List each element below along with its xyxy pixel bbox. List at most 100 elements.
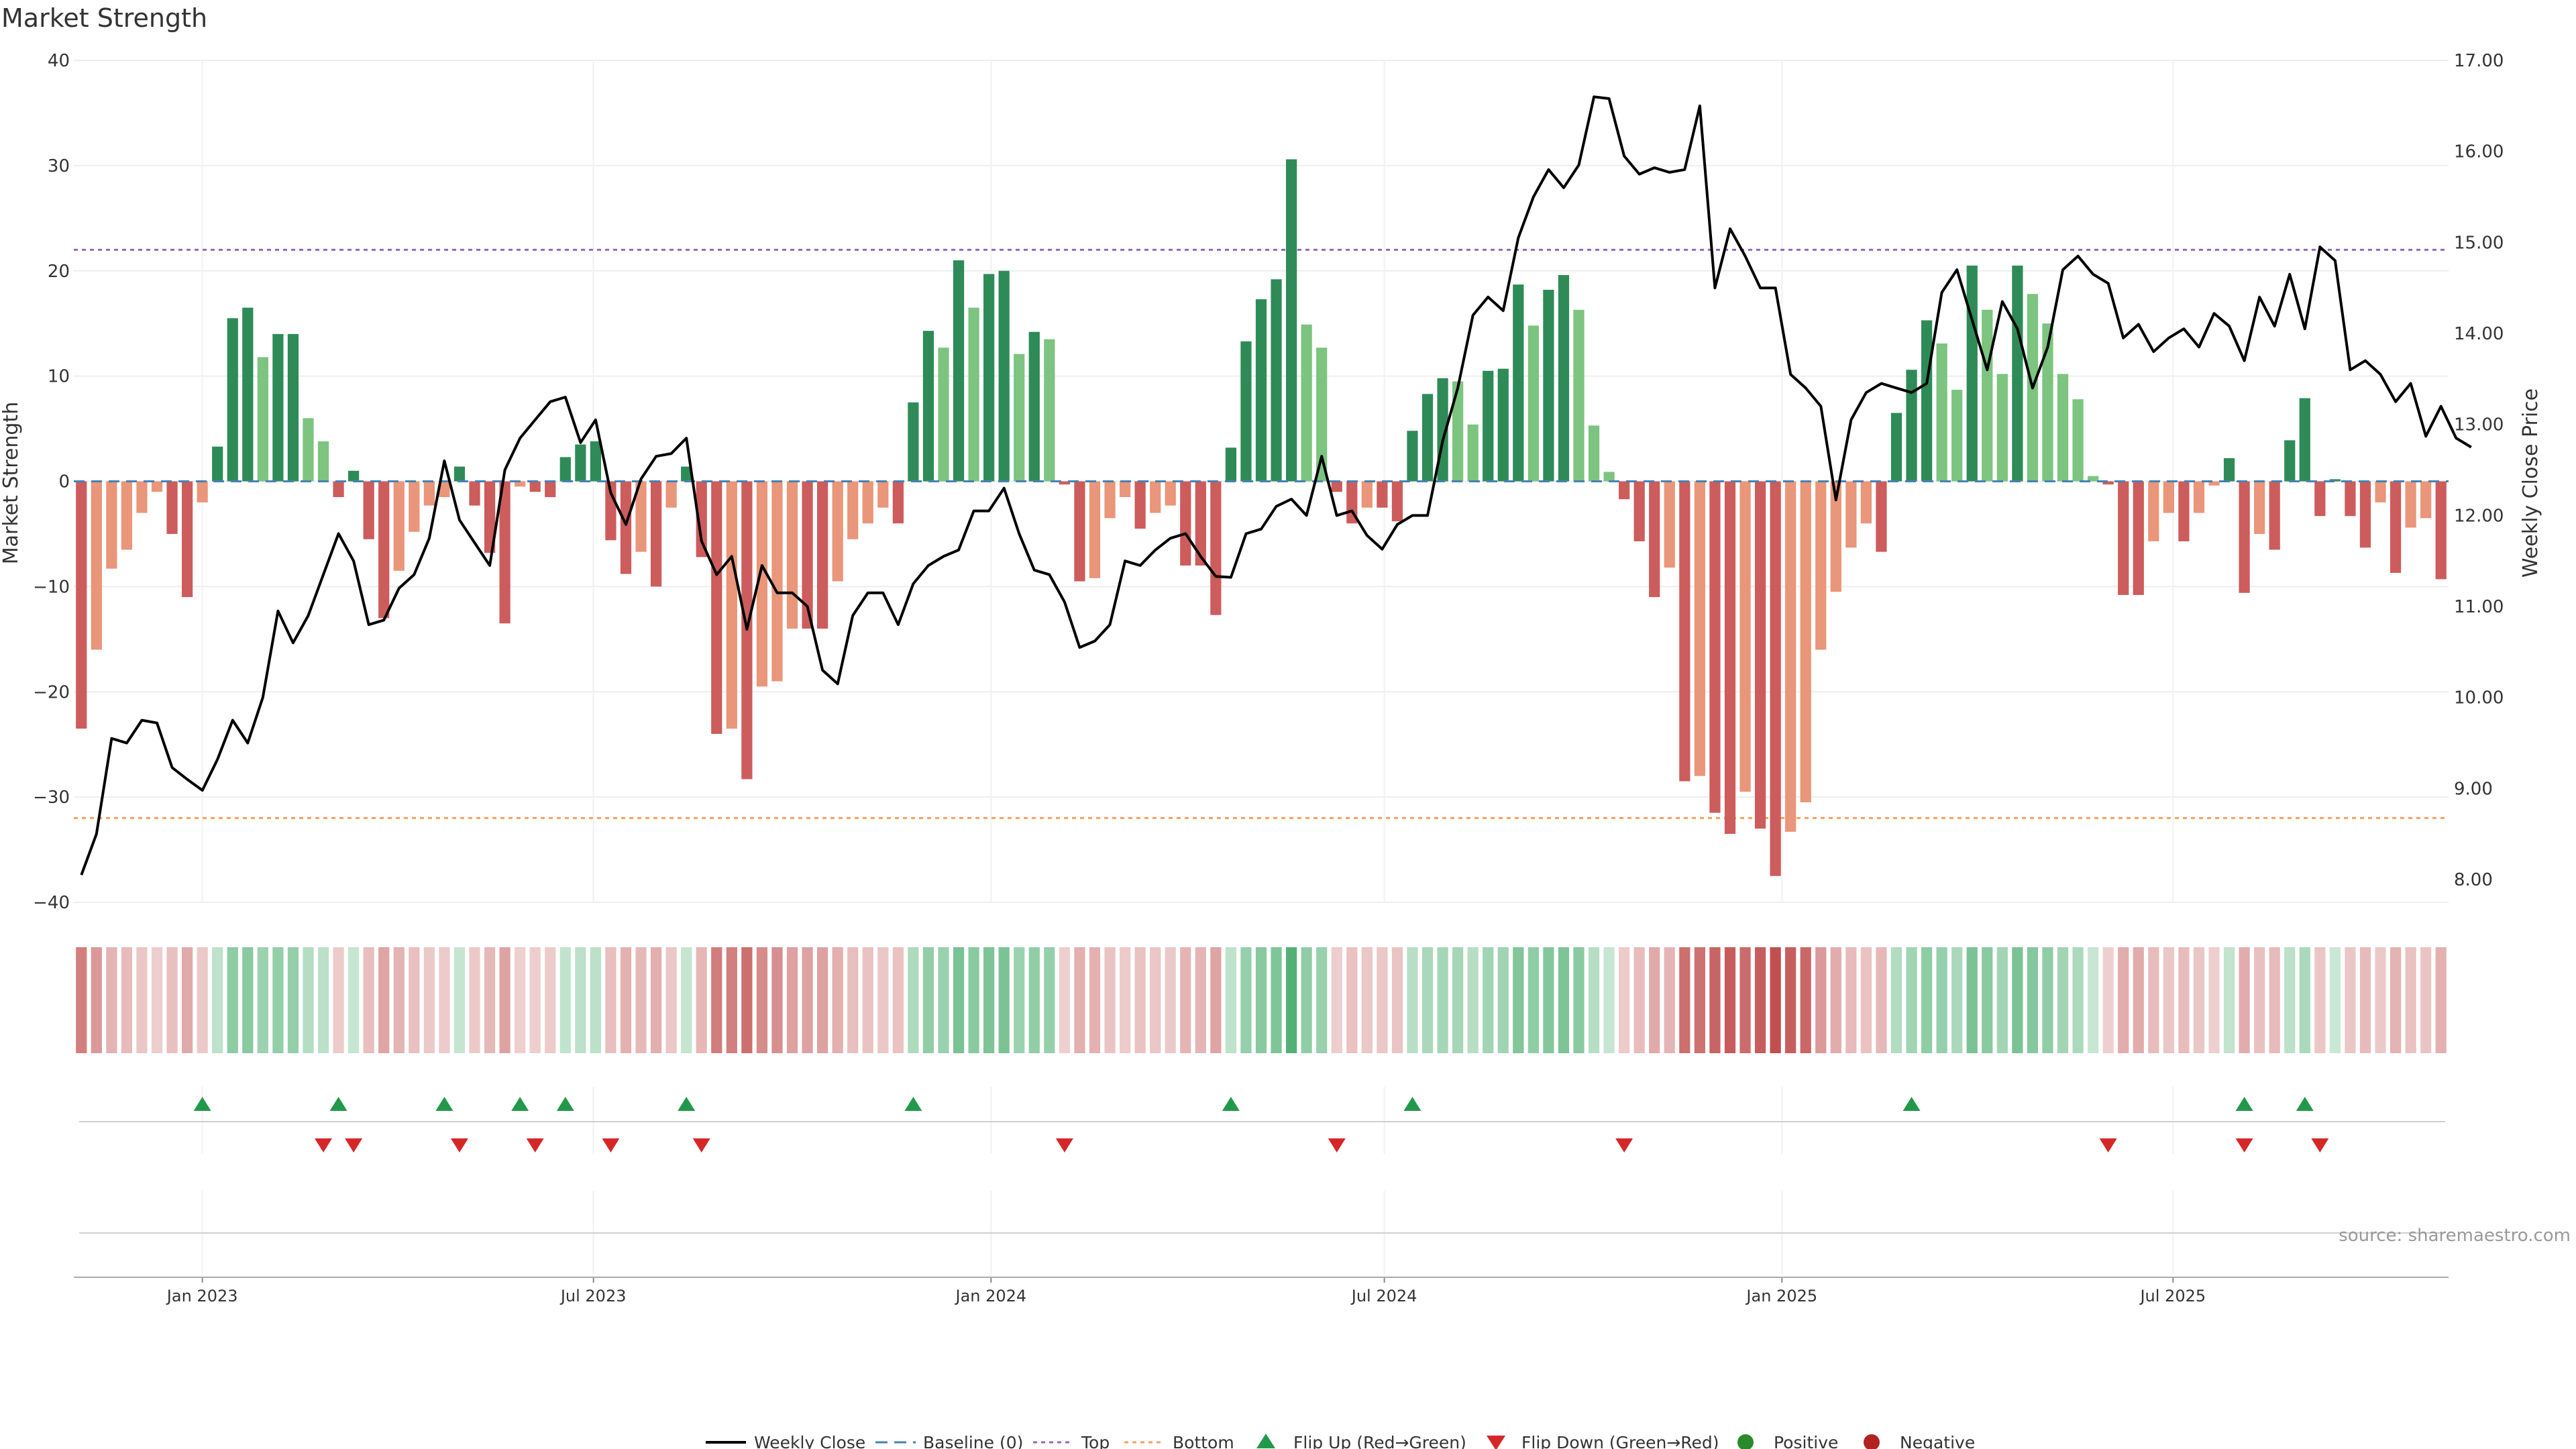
strength-bar [1059,481,1070,485]
heat-cell [1285,947,1297,1053]
heat-cell [1558,947,1570,1053]
heat-cell [1180,947,1191,1053]
heat-cell [635,947,647,1053]
heat-cell [1906,947,1917,1053]
strength-bar [1694,481,1706,776]
heat-cell [1028,947,1040,1053]
heat-cell [439,947,450,1053]
legend-top: Top [1081,1433,1110,1449]
heat-cell [2254,947,2265,1053]
right-tick-label: 17.00 [2454,51,2504,71]
heat-cell [771,947,783,1053]
heat-cell [2329,947,2341,1053]
strength-bar [303,418,314,482]
heat-cell [2269,947,2280,1053]
heat-cell [892,947,904,1053]
strength-bar [1361,481,1373,508]
strength-bar [1391,481,1403,522]
heat-cell [317,947,329,1053]
strength-bar [953,260,965,482]
strength-bar [515,481,526,487]
heat-cell [2208,947,2220,1053]
strength-bar [1104,481,1116,519]
heat-cell [1573,947,1585,1053]
heat-cell [1527,947,1539,1053]
heat-cell [1921,947,1933,1053]
heat-cell [2042,947,2053,1053]
flip-up-marker [1403,1097,1421,1111]
heat-cell [2102,947,2114,1053]
right-tick-label: 15.00 [2454,233,2504,253]
strength-bar [529,481,541,492]
strength-bar [681,466,692,482]
strength-bar [726,481,737,729]
strength-bar [908,402,919,482]
right-tick-label: 14.00 [2454,324,2504,344]
left-tick-label: 0 [58,472,70,492]
flip-down-marker [2235,1138,2253,1152]
strength-bar [1770,481,1781,876]
strength-bar [2012,265,2023,482]
strength-bar [1028,331,1040,482]
flip-up-marker [511,1097,529,1111]
heat-cell [877,947,889,1053]
strength-bar [242,307,254,482]
heat-cell [953,947,965,1053]
strength-bar [1285,159,1297,482]
heat-cell [1497,947,1509,1053]
strength-bar [1014,354,1025,482]
heat-cell [681,947,692,1053]
strength-bar [1754,481,1766,829]
heat-cell [2118,947,2129,1053]
heat-cell [1014,947,1025,1053]
strength-bar [892,481,904,524]
strength-bar [453,466,466,482]
strength-bar [1225,447,1237,482]
legend-positive-icon [1737,1434,1754,1449]
strength-bar [2208,481,2220,486]
heat-cell [529,947,541,1053]
strength-bar [1785,481,1796,832]
left-y-axis: 40 30 20 10 0 −10 −20 −30 −40 [33,51,70,913]
strength-bar [559,457,571,482]
heat-cell [650,947,662,1053]
strength-bar [76,481,87,729]
strength-bar [212,446,223,482]
legend-flip-down: Flip Down (Green→Red) [1521,1433,1719,1449]
x-tick-label: Jul 2025 [2139,1287,2206,1305]
heat-cell [726,947,737,1053]
strength-bar [1483,370,1494,482]
strength-bar [1210,481,1222,615]
strength-bar [635,481,647,552]
legend-baseline: Baseline (0) [923,1433,1023,1449]
left-tick-label: 30 [48,156,70,176]
heat-cell [1754,947,1766,1053]
heat-cell [1119,947,1131,1053]
strength-bar [2314,481,2326,517]
x-tick-label: Jul 2024 [1350,1287,1417,1305]
strength-bar [1633,481,1645,541]
heat-cell [922,947,934,1053]
heat-cell [1150,947,1161,1053]
heat-cell [1059,947,1070,1053]
heat-cell [2345,947,2356,1053]
heat-cell [2072,947,2084,1053]
heat-cell [2163,947,2174,1053]
heat-cell [166,947,178,1053]
x-tick-label: Jan 2024 [955,1287,1027,1305]
heat-cell [2435,947,2447,1053]
flip-up-marker [2296,1097,2314,1111]
strength-bar [1150,481,1161,513]
heat-cell [2284,947,2296,1053]
heat-cell [1936,947,1947,1053]
heat-cell [1513,947,1524,1053]
flip-down-marker [345,1138,363,1152]
strength-bar [1240,341,1252,482]
heat-cell [1195,947,1206,1053]
heat-cell [1664,947,1675,1053]
strength-bar [575,444,586,482]
heat-cell [76,947,87,1053]
legend: Weekly Close Baseline (0) Top Bottom Fli… [706,1433,1975,1449]
heat-cell [121,947,133,1053]
